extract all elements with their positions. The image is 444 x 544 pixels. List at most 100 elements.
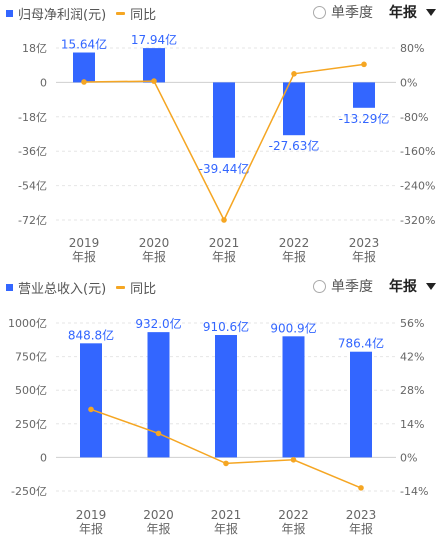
quarter-toggle-label: 单季度 <box>331 5 373 21</box>
yoy-point <box>223 460 229 467</box>
right-axis-tick-label: 80% <box>400 42 424 55</box>
yoy-point <box>88 406 94 413</box>
left-axis-tick-label: -18亿 <box>18 111 47 124</box>
right-axis-tick-label: -240% <box>400 180 435 193</box>
period-dropdown[interactable]: 年报 <box>389 276 436 296</box>
x-axis-year-label: 2020 <box>139 236 170 250</box>
x-axis-year-label: 2021 <box>209 236 240 250</box>
bar <box>73 52 95 83</box>
x-axis-year-label: 2021 <box>211 508 242 522</box>
yoy-point <box>81 79 87 85</box>
chart-controls: 单季度 年报 <box>313 276 436 296</box>
bar <box>80 343 102 458</box>
x-axis-year-label: 2023 <box>349 236 380 250</box>
right-axis-tick-label: -80% <box>400 111 428 124</box>
right-axis-tick-label: 56% <box>400 317 424 330</box>
left-axis-tick-label: 0 <box>40 76 47 89</box>
net-profit-chart: 18亿 0 -18亿 -36亿 -54亿 -72亿 80% 0% -80% -160% -240% -… <box>18 32 435 264</box>
right-axis-tick-label: 0% <box>400 76 417 89</box>
line-legend-label: 同比 <box>130 282 157 297</box>
left-axis-tick-label: -250亿 <box>11 485 47 498</box>
bar-data-label: -13.29亿 <box>339 111 390 126</box>
x-axis-period-label: 年报 <box>352 249 376 264</box>
period-dropdown-label: 年报 <box>389 5 417 21</box>
x-axis-period-label: 年报 <box>212 249 236 264</box>
x-axis-year-label: 2023 <box>346 508 377 522</box>
x-axis-year-label: 2019 <box>69 236 100 250</box>
bar-legend-swatch <box>6 10 13 17</box>
yoy-point <box>361 61 367 68</box>
yoy-point <box>358 485 364 491</box>
bar <box>353 82 375 108</box>
chart-legend: 归母净利润(元) 同比 <box>6 4 156 23</box>
x-axis-year-label: 2022 <box>279 236 310 250</box>
x-axis-period-label: 年报 <box>146 521 170 536</box>
quarter-toggle[interactable]: 单季度 <box>313 2 373 22</box>
chart-legend: 营业总收入(元) 同比 <box>6 278 156 297</box>
x-axis-period-label: 年报 <box>72 249 96 264</box>
right-axis-tick-label: 28% <box>400 384 424 397</box>
revenue-chart: 1000亿 750亿 500亿 250亿 0 -250亿 56% 42% 28% 14% 0% -14… <box>8 316 428 536</box>
right-axis-tick-label: 14% <box>400 418 424 431</box>
bar-data-label: 17.94亿 <box>131 32 177 47</box>
net-profit-chart-panel: 归母净利润(元) 同比 单季度 年报 18亿 0 -18亿 -36亿 -54亿 -72亿 8… <box>0 0 444 270</box>
bar-data-label: 15.64亿 <box>61 37 107 52</box>
line-legend-swatch <box>116 286 126 289</box>
x-axis-period-label: 年报 <box>142 249 166 264</box>
x-axis-period-label: 年报 <box>214 521 238 536</box>
x-axis-period-label: 年报 <box>281 521 305 536</box>
chart-controls: 单季度 年报 <box>313 2 436 22</box>
line-legend-swatch <box>116 12 126 15</box>
left-axis-tick-label: -36亿 <box>18 145 47 158</box>
left-axis-tick-label: 18亿 <box>22 42 47 55</box>
yoy-point <box>155 430 162 437</box>
left-axis-tick-label: 250亿 <box>15 418 47 431</box>
bar-legend-label: 归母净利润(元) <box>18 8 107 23</box>
line-legend-label: 同比 <box>130 8 157 23</box>
bar-data-label: 910.6亿 <box>203 319 249 334</box>
bar <box>143 48 165 83</box>
left-axis-tick-label: 500亿 <box>15 384 47 397</box>
right-axis-tick-label: -160% <box>400 145 435 158</box>
left-axis-tick-label: 1000亿 <box>8 317 47 330</box>
yoy-point <box>221 217 227 223</box>
yoy-point <box>290 457 297 463</box>
bar <box>283 82 305 136</box>
bar <box>350 351 372 458</box>
left-axis-tick-label: -54亿 <box>18 180 47 193</box>
bar-data-label: -39.44亿 <box>199 161 250 176</box>
period-dropdown[interactable]: 年报 <box>389 2 436 22</box>
bar-data-label: -27.63亿 <box>269 138 320 153</box>
left-axis-tick-label: -72亿 <box>18 214 47 227</box>
x-axis-period-label: 年报 <box>282 249 306 264</box>
quarter-toggle[interactable]: 单季度 <box>313 276 373 296</box>
bar <box>147 332 170 458</box>
yoy-point <box>291 71 297 77</box>
bar-legend-label: 营业总收入(元) <box>18 282 107 297</box>
x-axis-year-label: 2019 <box>76 508 107 522</box>
bar-data-label: 900.9亿 <box>270 320 316 335</box>
bar <box>282 336 305 458</box>
revenue-chart-panel: 营业总收入(元) 同比 单季度 年报 1000亿 750亿 500亿 250亿 0 -25… <box>0 274 444 544</box>
x-axis-period-label: 年报 <box>79 521 103 536</box>
quarter-toggle-label: 单季度 <box>331 279 373 295</box>
dropdown-triangle-icon[interactable] <box>426 282 436 290</box>
x-axis-year-label: 2020 <box>143 508 174 522</box>
right-axis-tick-label: 42% <box>400 351 424 364</box>
bar-data-label: 786.4亿 <box>338 336 384 351</box>
right-axis-tick-label: 0% <box>400 451 417 464</box>
bar <box>215 335 237 458</box>
right-axis-tick-label: -320% <box>400 214 435 227</box>
bar-data-label: 932.0亿 <box>135 316 181 331</box>
radio-icon[interactable] <box>313 279 326 293</box>
bar-legend-swatch <box>6 284 13 291</box>
left-axis-tick-label: 750亿 <box>15 351 47 364</box>
right-axis-tick-label: -14% <box>400 485 428 498</box>
period-dropdown-label: 年报 <box>389 279 417 295</box>
left-axis-tick-label: 0 <box>40 451 47 464</box>
dropdown-triangle-icon[interactable] <box>426 8 436 16</box>
bar-data-label: 848.8亿 <box>68 327 114 342</box>
radio-icon[interactable] <box>313 5 326 19</box>
yoy-point <box>151 78 157 84</box>
bar <box>213 82 235 158</box>
